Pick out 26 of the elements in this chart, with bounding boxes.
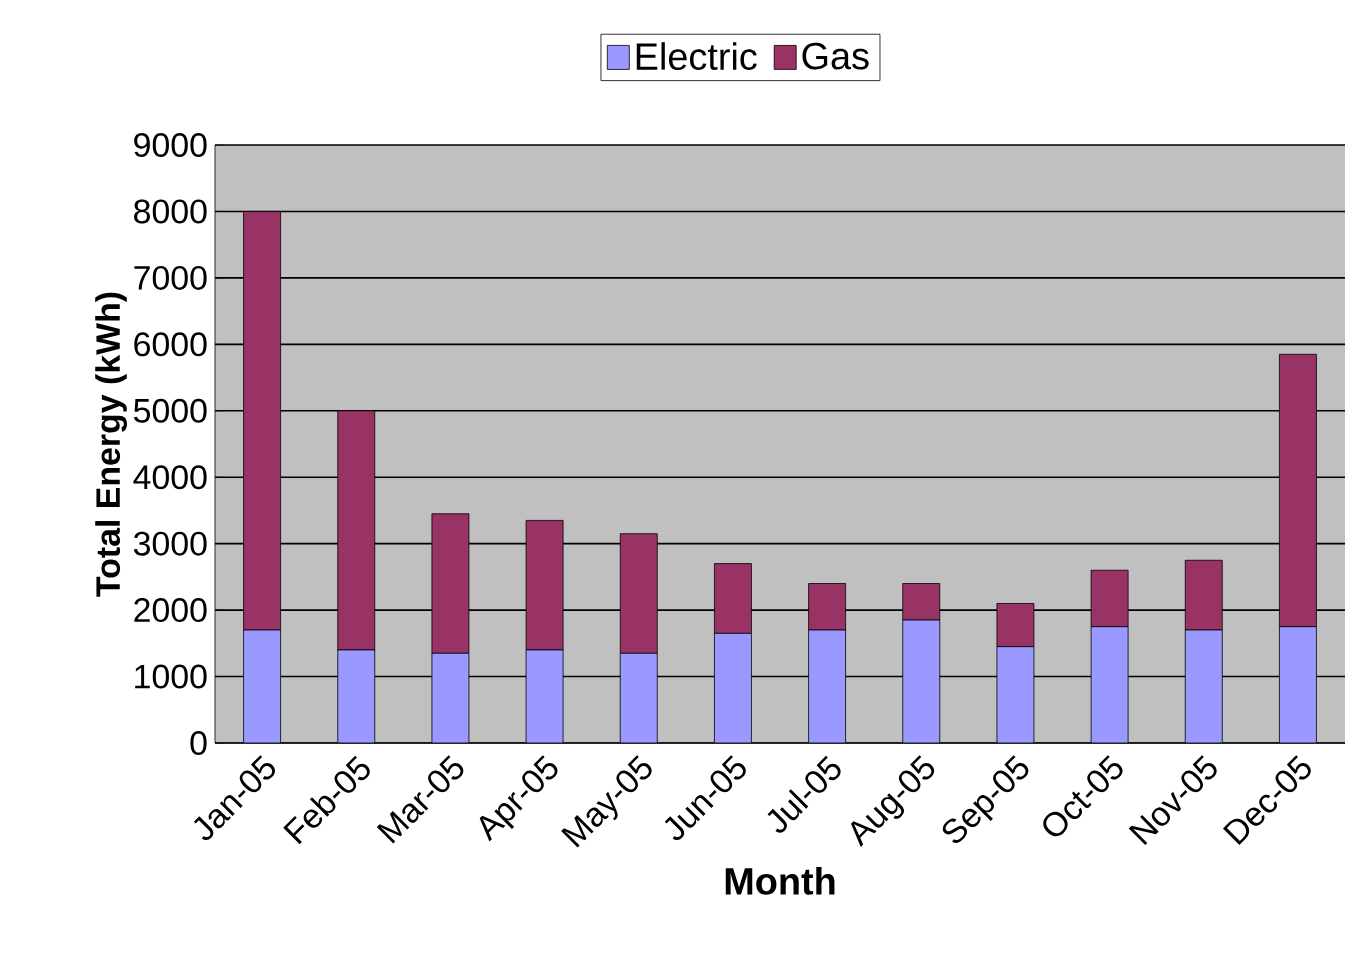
legend-label: Electric xyxy=(636,42,757,71)
y-tick-label: 9000 xyxy=(134,133,207,157)
bar xyxy=(808,630,846,743)
y-tick-label: 4000 xyxy=(133,465,207,490)
y-tick-label: 3000 xyxy=(133,531,207,556)
y-axis-title: Total Energy (kWh) xyxy=(95,292,127,597)
bar xyxy=(526,649,564,743)
bar xyxy=(996,646,1034,743)
y-tick-label: 5000 xyxy=(133,398,207,423)
x-axis-title: Month xyxy=(725,866,835,895)
bar xyxy=(714,633,752,743)
y-tick-label: 6000 xyxy=(134,332,207,357)
y-tick-label: 0 xyxy=(190,731,207,755)
bar xyxy=(902,620,940,743)
bar xyxy=(1279,626,1317,743)
bar xyxy=(431,653,469,743)
legend-label: Gas xyxy=(802,42,869,70)
y-tick-label: 7000 xyxy=(134,265,207,290)
bar xyxy=(1185,630,1223,743)
bar xyxy=(620,653,658,743)
bar xyxy=(243,630,281,743)
y-tick-label: 1000 xyxy=(135,664,207,689)
y-tick-label: 8000 xyxy=(134,199,207,224)
bar xyxy=(1091,626,1129,743)
y-tick-label: 2000 xyxy=(134,598,207,623)
bar xyxy=(337,649,375,743)
